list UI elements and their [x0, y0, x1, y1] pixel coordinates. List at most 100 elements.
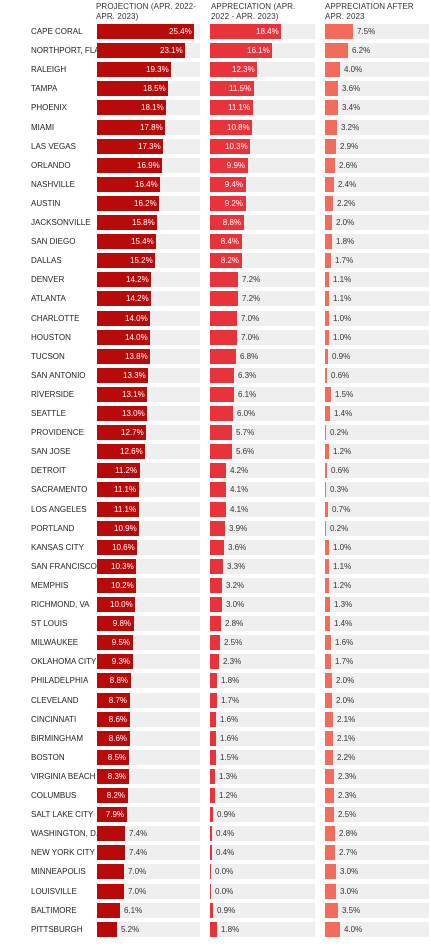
appreciation-after-bar [325, 921, 340, 937]
city-label: PHILADELPHIA [31, 676, 89, 686]
appreciation-after-value-label: 2.8% [339, 829, 358, 839]
appreciation-value-label: 16.1% [247, 46, 270, 56]
table-row: ST LOUIS 9.8% 2.8% 1.4% [27, 616, 429, 632]
appreciation-after-track: 2.7% [325, 845, 429, 861]
projection-bar [97, 692, 130, 708]
projection-bar [97, 673, 131, 689]
appreciation-after-value-label: 1.1% [333, 275, 352, 285]
appreciation-after-track: 2.0% [325, 692, 429, 708]
city-label: ATLANTA [31, 294, 66, 304]
projection-value-label: 19.3% [146, 65, 169, 75]
appreciation-after-value-label: 0.2% [330, 428, 349, 438]
projection-value-label: 10.9% [114, 523, 137, 533]
appreciation-after-value-label: 1.3% [334, 600, 353, 609]
appreciation-bar [210, 176, 246, 192]
appreciation-after-bar [325, 883, 336, 899]
appreciation-after-bar [325, 730, 333, 746]
projection-value-label: 11.1% [114, 485, 137, 495]
projection-track: 13.1% [97, 386, 200, 402]
projection-bar [97, 234, 156, 250]
appreciation-bar [210, 463, 226, 479]
table-row: MILWAUKEE 9.5% 2.5% 1.6% [27, 635, 429, 651]
city-label: SAN ANTONIO [31, 370, 86, 380]
projection-track: 12.6% [97, 444, 200, 460]
table-row: SAN ANTONIO 13.3% 6.3% 0.6% [27, 367, 429, 383]
city-label: MIAMI [31, 122, 55, 132]
projection-bar [97, 157, 162, 173]
appreciation-after-track: 1.0% [325, 329, 429, 345]
appreciation-value-label: 8.2% [220, 256, 239, 266]
projection-track: 11.2% [97, 463, 200, 479]
appreciation-track: 8.2% [210, 253, 315, 269]
appreciation-track: 7.2% [210, 272, 315, 288]
appreciation-bar [210, 807, 213, 823]
city-label: RALEIGH [31, 65, 67, 75]
table-row: CLEVELAND 8.7% 1.7% 2.0% [27, 692, 429, 708]
appreciation-value-label: 0.9% [217, 905, 236, 915]
appreciation-value-label: 6.3% [238, 370, 257, 380]
city-label: COLUMBUS [31, 791, 77, 800]
appreciation-after-bar [325, 558, 329, 574]
appreciation-value-label: 7.0% [241, 332, 260, 342]
appreciation-bar [210, 386, 234, 402]
appreciation-value-label: 0.9% [217, 810, 236, 820]
projection-value-label: 13.3% [123, 370, 146, 380]
city-label: DALLAS [31, 256, 62, 266]
appreciation-after-value-label: 2.5% [338, 810, 357, 820]
projection-track: 7.9% [97, 807, 200, 823]
appreciation-value-label: 1.8% [221, 924, 240, 934]
appreciation-after-bar [325, 100, 338, 116]
city-label: NEW YORK CITY [31, 848, 95, 858]
table-row: MIAMI 17.8% 10.8% 3.2% [27, 119, 429, 135]
appreciation-value-label: 1.6% [220, 714, 239, 724]
appreciation-track: 7.0% [210, 329, 315, 345]
projection-value-label: 16.4% [135, 179, 158, 189]
appreciation-after-bar [325, 43, 348, 59]
appreciation-after-bar [325, 845, 335, 861]
appreciation-after-track: 1.0% [325, 310, 429, 326]
appreciation-after-value-label: 1.4% [334, 409, 353, 418]
appreciation-bar [210, 692, 217, 708]
table-row: SAN JOSE 12.6% 5.6% 1.2% [27, 444, 429, 460]
projection-track: 9.3% [97, 654, 200, 670]
projection-bar [97, 845, 125, 861]
appreciation-after-track: 1.7% [325, 253, 429, 269]
appreciation-value-label: 6.8% [240, 351, 259, 361]
appreciation-value-label: 3.9% [229, 523, 248, 533]
appreciation-value-label: 1.8% [221, 676, 240, 686]
projection-track: 7.4% [97, 826, 200, 842]
appreciation-track: 1.3% [210, 768, 315, 784]
appreciation-after-value-label: 1.0% [333, 313, 352, 323]
appreciation-track: 4.1% [210, 482, 315, 498]
appreciation-after-value-label: 1.0% [333, 542, 352, 552]
appreciation-after-value-label: 1.5% [335, 389, 354, 399]
appreciation-value-label: 11.5% [229, 84, 252, 94]
projection-bar [97, 807, 127, 823]
appreciation-after-track: 1.7% [325, 654, 429, 670]
table-row: DALLAS 15.2% 8.2% 1.7% [27, 253, 429, 269]
appreciation-value-label: 3.3% [227, 561, 246, 571]
appreciation-value-label: 9.4% [224, 179, 243, 189]
appreciation-value-label: 6.1% [238, 389, 257, 399]
projection-value-label: 15.4% [131, 237, 154, 247]
appreciation-after-value-label: 2.2% [337, 198, 356, 208]
column-header-appreciation: APPRECIATION (APR. 2022 - APR. 2023) [211, 2, 296, 21]
appreciation-after-value-label: 1.4% [334, 619, 353, 629]
appreciation-bar [210, 119, 252, 135]
table-row: PROVIDENCE 12.7% 5.7% 0.2% [27, 425, 429, 441]
table-row: PHILADELPHIA 8.8% 1.8% 2.0% [27, 673, 429, 689]
projection-value-label: 18.1% [141, 103, 164, 113]
city-label: JACKSONVILLE [31, 218, 91, 227]
projection-track: 13.3% [97, 367, 200, 383]
appreciation-after-track: 3.5% [325, 902, 429, 918]
appreciation-value-label: 1.2% [219, 791, 238, 800]
appreciation-after-value-label: 1.0% [333, 332, 352, 342]
appreciation-after-track: 0.2% [325, 520, 429, 536]
appreciation-after-bar [325, 329, 329, 345]
appreciation-after-track: 1.4% [325, 406, 429, 421]
appreciation-after-bar [325, 482, 326, 498]
projection-value-label: 18.5% [143, 84, 166, 94]
appreciation-value-label: 10.8% [227, 122, 250, 132]
appreciation-bar [210, 654, 219, 670]
table-row: SAN FRANCISCO 10.3% 3.3% 1.1% [27, 558, 429, 574]
